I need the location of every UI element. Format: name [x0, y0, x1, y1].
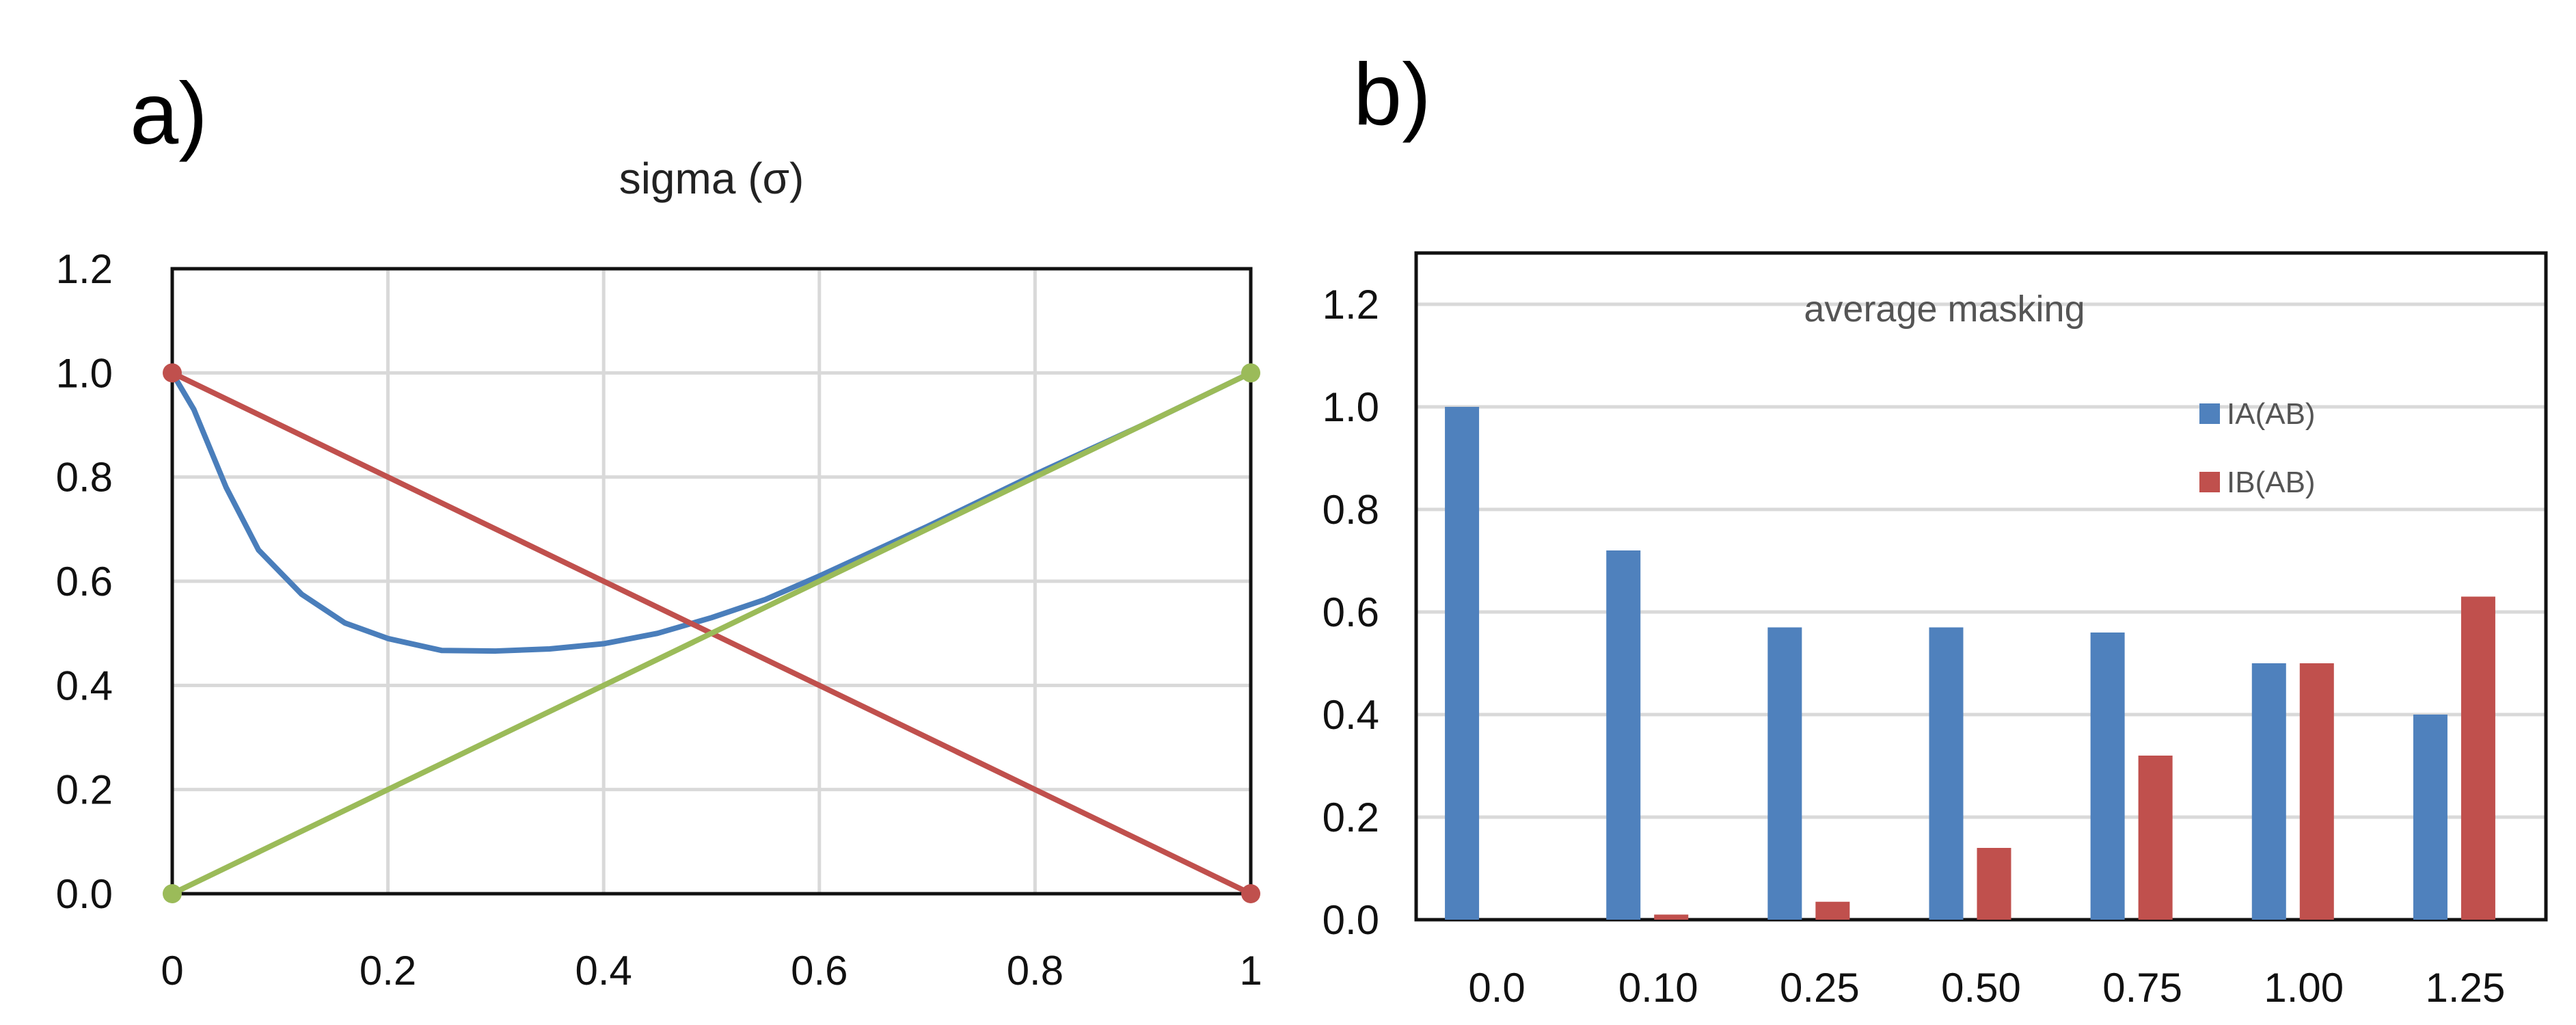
- chart-a-x-tick-label: 0.8: [1007, 948, 1063, 994]
- chart-b-legend-label: IB(AB): [2227, 466, 2316, 499]
- chart-a-series-blue-curve: [170, 370, 1253, 654]
- chart-b-y-tick-label: 0.0: [1323, 897, 1379, 943]
- panel-label-a: a): [130, 65, 208, 163]
- chart-a-x-tick-label: 0.2: [360, 948, 416, 994]
- chart-a-y-tick-label: 1.0: [56, 350, 113, 396]
- chart-a-plot-frame: [170, 267, 1253, 896]
- chart-b-x-tick-label: 0.25: [1780, 965, 1860, 1011]
- chart-a-y-tick-label: 1.2: [56, 246, 113, 292]
- chart-a-sigma: sigma (σ) 0 0.2 0.4 0.6 0.8 1 0.0 0.2 0.4 0.6 0.8 1.…: [56, 154, 1262, 994]
- chart-a-x-tick-label: 0.4: [575, 948, 632, 994]
- chart-a-marker-green-line: [163, 884, 182, 903]
- chart-a-marker-green-line: [1241, 363, 1260, 383]
- chart-b-bar-iaab: [1767, 627, 1802, 920]
- chart-b-bar-iaab: [1445, 407, 1480, 920]
- chart-b-bar-ibab: [1977, 848, 2011, 920]
- chart-b-legend-label: IA(AB): [2227, 397, 2316, 431]
- chart-b-y-tick-label: 1.0: [1323, 384, 1379, 430]
- chart-a-series-green-line: [170, 370, 1253, 896]
- chart-b-y-tick-label: 0.6: [1323, 589, 1379, 635]
- chart-b-title: average masking: [1804, 289, 2085, 330]
- chart-b-legend-swatch: [2199, 472, 2220, 492]
- chart-b-x-tick-label: 1.00: [2264, 965, 2344, 1011]
- chart-b-bar-iaab: [2090, 633, 2125, 920]
- panel-label-b: b): [1353, 46, 1431, 144]
- chart-b-bar-iaab: [1929, 627, 1964, 920]
- chart-b-y-tick-label: 0.8: [1323, 487, 1379, 533]
- chart-b-x-tick-label: 0.50: [1941, 965, 2021, 1011]
- chart-a-y-tick-label: 0.0: [56, 871, 113, 917]
- chart-b-bar-ibab: [2138, 756, 2173, 920]
- chart-b-bar-ibab: [1654, 914, 1689, 920]
- chart-b-x-tick-label: 0.10: [1618, 965, 1698, 1011]
- chart-b-bar-iaab: [2251, 663, 2286, 920]
- chart-a-x-tick-label: 0: [161, 948, 183, 994]
- chart-b-x-tick-label: 1.25: [2426, 965, 2506, 1011]
- chart-a-marker-red-line: [1241, 884, 1260, 903]
- chart-b-bar-iaab: [1606, 550, 1641, 920]
- chart-b-bar-ibab: [2460, 596, 2495, 920]
- chart-a-y-tick-label: 0.8: [56, 455, 113, 501]
- chart-b-y-tick-label: 0.4: [1323, 692, 1379, 738]
- chart-b-x-tick-label: 0.75: [2102, 965, 2182, 1011]
- chart-b-average-masking: average masking 0.0 0.2 0.4 0.6 0.8 1.0 1.2 0.0 0…: [1323, 251, 2548, 1011]
- chart-a-marker-red-line: [163, 363, 182, 383]
- chart-b-x-tick-label: 0.0: [1468, 965, 1525, 1011]
- chart-b-y-tick-label: 0.2: [1323, 795, 1379, 840]
- chart-b-bar-iaab: [2413, 715, 2448, 920]
- chart-b-bar-ibab: [2299, 663, 2334, 920]
- chart-a-y-tick-label: 0.6: [56, 559, 113, 604]
- chart-a-x-tick-label: 0.6: [791, 948, 848, 994]
- chart-b-legend-swatch: [2199, 403, 2220, 424]
- chart-b-y-tick-label: 1.2: [1323, 282, 1379, 328]
- chart-b-plot-frame: [1414, 251, 2548, 922]
- chart-b-bar-ibab: [1815, 901, 1850, 920]
- chart-a-title: sigma (σ): [619, 154, 804, 203]
- chart-a-x-tick-label: 1: [1239, 948, 1262, 994]
- chart-a-y-tick-label: 0.2: [56, 767, 113, 813]
- chart-a-y-tick-label: 0.4: [56, 663, 113, 708]
